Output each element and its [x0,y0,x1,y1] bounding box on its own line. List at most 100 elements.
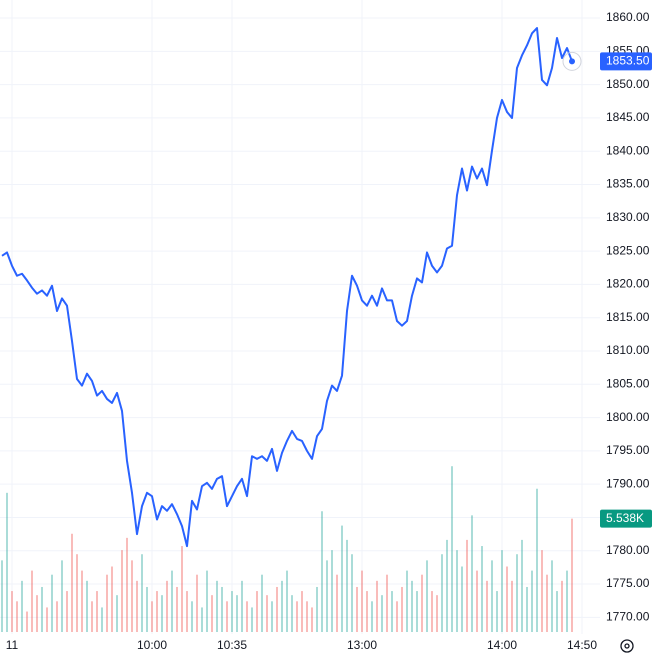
volume-bar [271,601,273,632]
volume-bar [401,586,403,632]
volume-bar [21,580,23,632]
volume-bar [126,537,128,632]
volume-bar [451,466,453,632]
volume-bar [491,560,493,632]
volume-bar [141,554,143,632]
volume-bar [211,595,213,632]
volume-bar [441,554,443,632]
volume-bar [436,595,438,632]
y-tick-label: 1795.00 [606,443,650,457]
settings-gear[interactable] [620,639,634,653]
volume-bar [166,580,168,632]
settings-icon[interactable] [620,639,634,653]
settings-gear-center[interactable] [624,643,630,649]
volume-bar [351,554,353,632]
volume-bar [411,580,413,632]
volume-bar [236,595,238,632]
y-tick-label: 1815.00 [606,310,650,324]
volume-bar [171,570,173,632]
volume-bar [466,539,468,632]
volume-bar [266,595,268,632]
volume-bar [131,560,133,632]
volume-bar [321,511,323,632]
volume-bar [226,601,228,632]
volume-bar [531,570,533,632]
volume-bar [341,525,343,632]
x-tick-label: 13:00 [347,638,377,652]
volume-bar [286,570,288,632]
volume-bar [331,550,333,632]
x-tick-label: 14:50 [567,638,597,652]
volume-bar [566,570,568,632]
y-tick-label: 1860.00 [606,10,650,24]
volume-bar [546,574,548,632]
volume-bar [136,580,138,632]
volume-bar [311,607,313,632]
last-price-label: 1853.50 [606,54,650,68]
y-tick-label: 1845.00 [606,110,650,124]
volume-bar [396,601,398,632]
volume-bar [431,591,433,632]
volume-bar [376,580,378,632]
last-point [569,58,575,65]
volume-bar [541,550,543,632]
y-tick-label: 1800.00 [606,410,650,424]
volume-bar [11,591,13,632]
volume-bar [301,591,303,632]
volume-bar [346,539,348,632]
y-tick-label: 1770.00 [606,610,650,624]
y-tick-label: 1820.00 [606,277,650,291]
volume-bar [421,574,423,632]
volume-bar [96,591,98,632]
volume-bar [391,591,393,632]
volume-bar [486,580,488,632]
volume-bar [471,515,473,632]
volume-bar [291,595,293,632]
volume-bar [561,580,563,632]
y-tick-label: 1825.00 [606,243,650,257]
volume-bar [216,580,218,632]
volume-bar [151,601,153,632]
volume-bar [201,607,203,632]
volume-bar [26,611,28,632]
volume-bar [86,580,88,632]
y-tick-label: 1835.00 [606,177,650,191]
volume-bar [276,586,278,632]
volume-bar [186,591,188,632]
volume-bar [41,586,43,632]
volume-bar [381,595,383,632]
volume-bar [51,574,53,632]
volume-bar [326,560,328,632]
volume-bar [206,570,208,632]
volume-bar [336,574,338,632]
volume-bar [231,591,233,632]
volume-bar [71,533,73,632]
y-tick-label: 1805.00 [606,376,650,390]
volume-bar [456,550,458,632]
volume-bar [481,546,483,632]
volume-bar [446,539,448,632]
volume-bar [306,601,308,632]
volume-bar [246,601,248,632]
volume-bar [156,591,158,632]
last-point-halo [562,51,582,71]
volume-bar [521,539,523,632]
volume-bar [91,601,93,632]
x-tick-label: 14:00 [487,638,517,652]
y-tick-label: 1775.00 [606,576,650,590]
last-price-box [600,52,652,71]
volume-bar [241,580,243,632]
volume-bar [196,574,198,632]
volume-bar [116,595,118,632]
volume-bar [516,554,518,632]
volume-bar [476,570,478,632]
volume-bar [281,580,283,632]
last-volume-label: 5.538K [606,511,644,525]
volume-bar [506,566,508,632]
volume-bar [536,488,538,632]
y-tick-label: 1850.00 [606,77,650,91]
volume-bar [191,601,193,632]
volume-bar [256,591,258,632]
volume-bar [501,550,503,632]
volume-bar [176,586,178,632]
